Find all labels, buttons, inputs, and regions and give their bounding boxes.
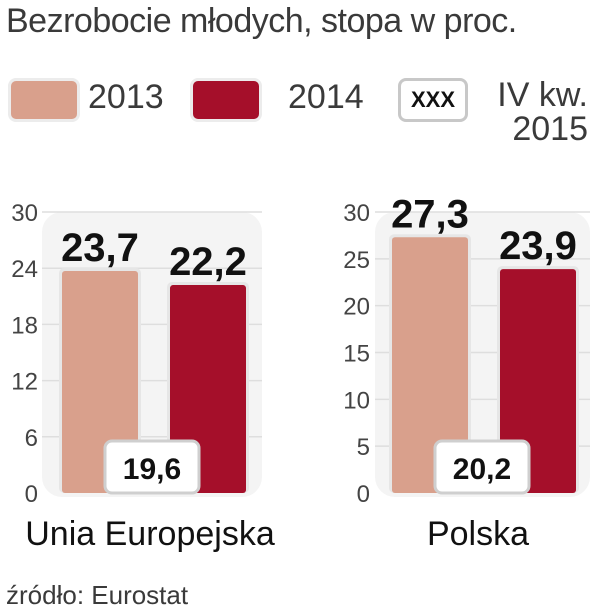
legend-label-2014: 2014 [288, 78, 364, 116]
category-label: Polska [427, 515, 529, 553]
y-tick-label: 0 [357, 481, 370, 508]
bar-charts: 0 6 12 18 24 30 23,7 22,2 19,6 Unia Europejska 0 5 1… [11, 192, 590, 553]
category-label: Unia Europejska [25, 515, 275, 553]
legend-marker-label: IV kw. 2015 [497, 76, 588, 148]
q4-2015-marker-box [103, 439, 201, 495]
bar-2013 [392, 237, 468, 493]
legend-swatch-2013 [8, 78, 80, 122]
y-tick-label: 25 [343, 247, 370, 274]
legend-label-2013: 2013 [88, 78, 164, 116]
y-tick-label: 6 [25, 425, 38, 452]
y-tick-label: 30 [11, 200, 38, 227]
y-tick-label: 18 [11, 312, 38, 339]
value-label: 23,7 [61, 226, 139, 270]
y-tick-label: 24 [11, 256, 38, 283]
legend-marker-sample: XXX [398, 78, 468, 122]
chart-title: Bezrobocie młodych, stopa w proc. [6, 2, 517, 40]
y-tick-label: 30 [343, 200, 370, 227]
y-tick-label: 20 [343, 294, 370, 321]
y-tick-label: 5 [357, 434, 370, 461]
bar-2013 [62, 271, 138, 493]
legend-swatch-2014 [190, 78, 262, 122]
value-label: 27,3 [391, 192, 469, 236]
y-tick-label: 12 [11, 369, 38, 396]
bar-2014 [500, 269, 576, 493]
y-tick-label: 0 [25, 481, 38, 508]
q4-2015-value: 20,2 [453, 453, 511, 486]
y-tick-label: 10 [343, 387, 370, 414]
q4-2015-marker-box [433, 439, 531, 495]
source-note: źródło: Eurostat [6, 580, 189, 610]
value-label: 22,2 [169, 240, 247, 284]
q4-2015-value: 19,6 [123, 453, 181, 486]
value-label: 23,9 [499, 224, 577, 268]
y-tick-label: 15 [343, 341, 370, 368]
